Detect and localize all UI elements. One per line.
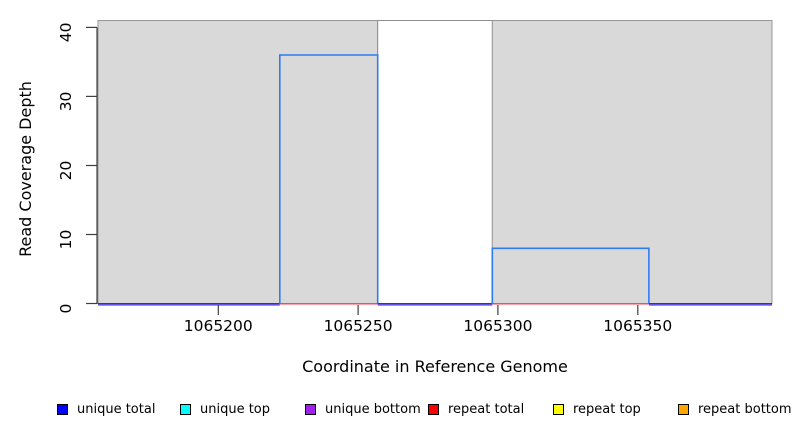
series-step-unique-total <box>491 247 650 304</box>
x-tick-label: 1065250 <box>324 317 393 335</box>
x-tick-label: 1065350 <box>603 317 672 335</box>
y-tick-label: 10 <box>57 230 75 250</box>
y-tick-label: 20 <box>57 161 75 181</box>
repeat-region <box>377 20 493 304</box>
x-axis-title: Coordinate in Reference Genome <box>302 357 568 376</box>
unique-region-left <box>97 20 379 304</box>
x-tick-label: 1065300 <box>463 317 532 335</box>
series-step-unique-total <box>279 54 379 304</box>
unique-region-right <box>491 20 773 304</box>
y-tick-label: 40 <box>57 23 75 43</box>
x-tick-label: 1065200 <box>184 317 253 335</box>
y-tick-label: 30 <box>57 92 75 112</box>
y-axis-title: Read Coverage Depth <box>16 81 35 257</box>
y-tick-label: 0 <box>57 304 75 314</box>
